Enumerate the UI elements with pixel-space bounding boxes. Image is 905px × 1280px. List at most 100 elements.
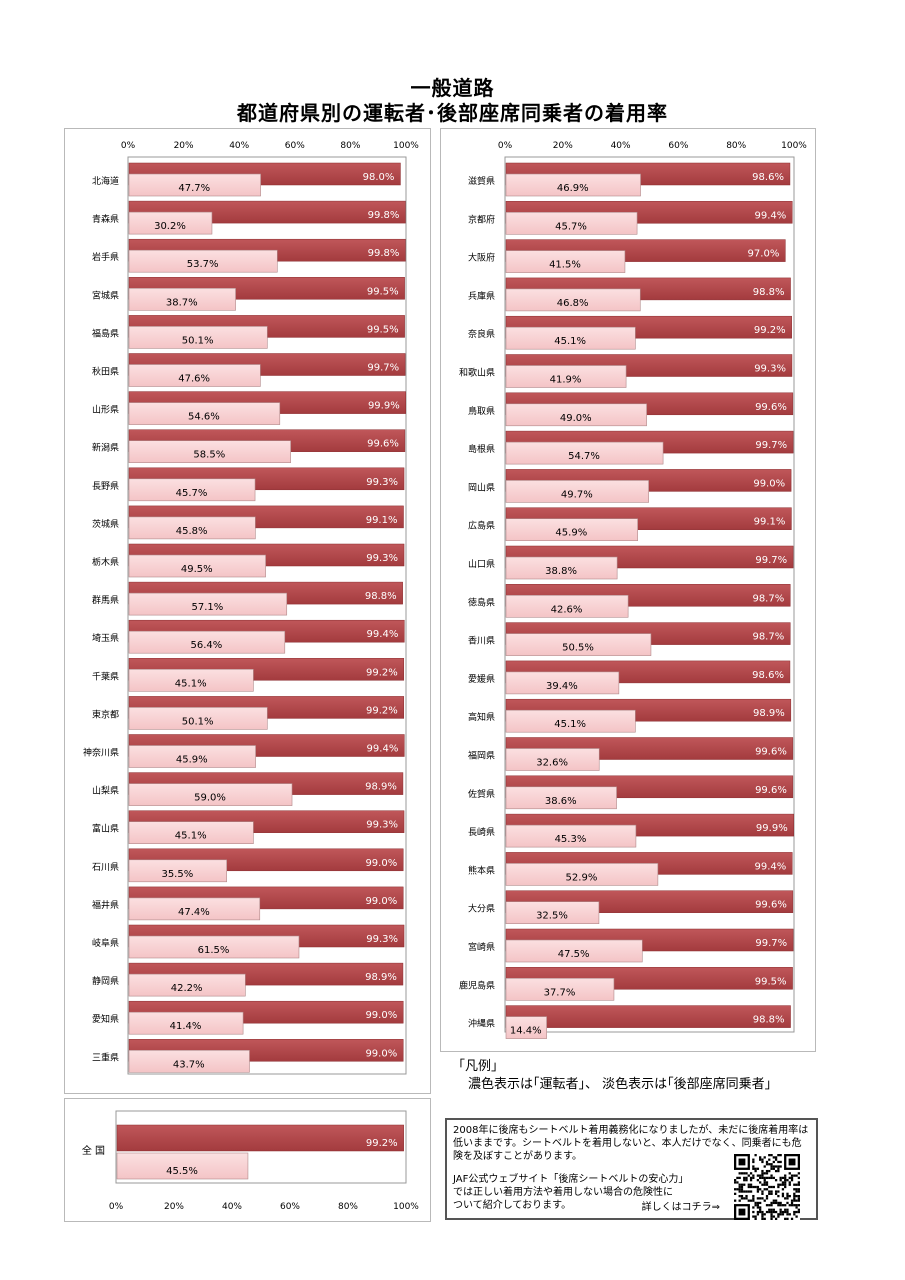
qr-module [759,1210,762,1214]
plot-area [504,156,795,1033]
qr-module [786,1179,789,1182]
note-line-1: JAF公式ウェブサイト「後席シートベルトの安心力」 [453,1174,689,1185]
category-label: 鳥取県 [468,405,495,417]
qr-module [765,1172,769,1175]
data-label-driver: 99.7% [755,555,787,566]
category-label: 大阪府 [468,252,495,264]
data-label-passenger: 41.9% [550,375,582,386]
axis-tick-label: 0% [109,1202,124,1212]
bar-passenger [505,709,636,733]
qr-module [734,1192,737,1195]
qr-module [759,1156,762,1159]
qr-module [779,1201,782,1205]
data-label-passenger: 39.4% [546,681,578,692]
bar-passenger [505,173,641,197]
bar-passenger [128,364,261,387]
qr-module [770,1165,773,1168]
category-label: 宮崎県 [468,941,495,953]
qr-module [788,1176,791,1180]
category-label: 高知県 [468,711,495,723]
qr-module [765,1210,769,1214]
data-label-passenger: 37.7% [544,987,576,998]
data-label-driver: 98.6% [752,670,784,681]
category-label: 香川県 [468,636,495,647]
data-label-driver: 98.6% [752,172,784,183]
details-link[interactable]: 詳しくはコチラ⇒ [641,1202,720,1213]
qr-finder-core [788,1158,796,1166]
qr-module [784,1185,787,1189]
data-label-driver: 98.9% [365,782,397,793]
bar-driver [505,1005,791,1028]
data-label-driver: 98.7% [752,632,784,643]
data-label-driver: 99.1% [754,517,786,528]
qr-module [781,1183,785,1186]
data-label-driver: 97.0% [748,249,780,260]
qr-module [743,1190,746,1193]
qr-module [752,1215,755,1218]
category-label: 佐賀県 [468,788,495,800]
bar-passenger [128,783,293,806]
category-label: 静岡県 [92,975,119,987]
qr-module [756,1210,760,1214]
qr-code-icon[interactable] [734,1154,800,1220]
qr-module [738,1172,741,1175]
qr-module [777,1201,780,1205]
data-label-passenger: 43.7% [173,1059,205,1070]
qr-module [763,1199,766,1202]
qr-module [747,1190,750,1193]
qr-module [777,1160,780,1164]
data-label-passenger: 50.5% [562,643,594,654]
qr-module [738,1188,741,1191]
qr-module [781,1210,785,1214]
qr-module [765,1188,769,1191]
data-label-passenger: 57.1% [191,602,223,613]
category-label: 愛知県 [92,1013,119,1025]
qr-module [774,1201,778,1205]
qr-module [777,1183,780,1186]
qr-module [740,1172,744,1175]
bar-passenger [505,365,627,388]
data-label-passenger: 53.7% [187,259,219,270]
qr-module [797,1176,800,1180]
bar-passenger [505,824,637,848]
data-label-passenger: 32.5% [536,911,568,922]
qr-module [752,1206,755,1209]
category-label: 茨城県 [92,518,119,530]
qr-module [774,1179,778,1182]
qr-module [793,1197,796,1200]
bar-passenger [128,897,261,921]
qr-module [738,1199,741,1202]
qr-module [781,1213,785,1216]
qr-module [779,1165,782,1168]
qr-module [779,1176,782,1180]
data-label-passenger: 50.1% [182,335,214,346]
qr-module [793,1183,796,1186]
data-label-passenger: 58.5% [193,450,225,461]
bar-passenger [505,480,649,503]
qr-module [770,1163,773,1166]
category-label: 山口県 [468,559,495,570]
bar-driver [116,1124,404,1152]
qr-module [768,1154,771,1157]
qr-module [759,1206,762,1209]
qr-module [747,1185,750,1189]
note-line-2: では正しい着用方法や着用しない場合の危険性に [453,1187,673,1198]
data-label-passenger: 59.0% [194,793,226,804]
qr-module [738,1194,741,1198]
qr-module [761,1172,764,1175]
qr-module [779,1183,782,1186]
data-label-driver: 99.7% [367,363,399,374]
axis-tick-label: 40% [222,1202,242,1212]
qr-module [752,1165,755,1168]
qr-module [797,1190,800,1193]
qr-module [774,1156,778,1159]
qr-module [772,1176,775,1180]
data-label-passenger: 45.9% [555,528,587,539]
qr-module [736,1181,739,1184]
note-line-3: ついて紹介しております。 [453,1200,572,1211]
qr-module [797,1172,800,1175]
qr-module [774,1169,778,1173]
qr-module [763,1188,766,1191]
qr-module [752,1197,755,1200]
qr-module [772,1185,775,1189]
